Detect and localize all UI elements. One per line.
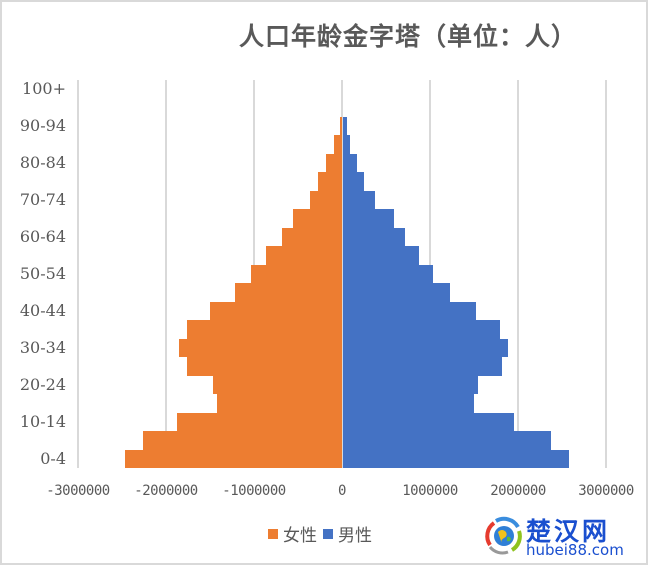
male-bar-65-69 xyxy=(343,209,395,228)
gridline xyxy=(605,80,607,468)
male-bar-10-14 xyxy=(343,412,514,432)
male-bar-50-54 xyxy=(343,264,433,284)
y-category-label: 100+ xyxy=(22,79,66,99)
gridline xyxy=(165,80,167,468)
female-bar-5-9 xyxy=(143,431,342,450)
legend: 女性 男性 xyxy=(268,521,372,546)
watermark-domain: hubei88.com xyxy=(526,541,624,559)
x-tick-label: -1000000 xyxy=(222,483,286,499)
female-bar-70-74 xyxy=(310,190,342,210)
y-category-label: 60-64 xyxy=(19,227,66,247)
female-bar-25-29 xyxy=(187,357,342,376)
male-bar-15-19 xyxy=(343,394,475,413)
legend-female-label: 女性 xyxy=(283,526,317,546)
male-bar-85-89 xyxy=(343,135,351,154)
legend-male-label: 男性 xyxy=(338,526,372,546)
female-bar-85-89 xyxy=(334,135,342,154)
y-category-label: 90-94 xyxy=(19,116,66,136)
y-category-label: 70-74 xyxy=(19,190,66,210)
female-bar-45-49 xyxy=(234,283,342,302)
male-bar-75-79 xyxy=(343,172,365,191)
legend-item-male[interactable]: 男性 xyxy=(323,521,372,546)
female-bar-40-44 xyxy=(210,301,342,321)
x-tick-label: 0 xyxy=(338,483,346,499)
x-tick-label: 1000000 xyxy=(402,483,458,499)
male-bar-90-94 xyxy=(343,116,347,136)
x-tick-label: -3000000 xyxy=(46,483,110,499)
male-bar-55-59 xyxy=(343,246,419,265)
male-bar-25-29 xyxy=(343,357,503,376)
female-bar-50-54 xyxy=(251,264,342,284)
male-bar-40-44 xyxy=(343,301,476,321)
watermark: 楚汉网 hubei88.com xyxy=(484,512,644,562)
y-category-label: 80-84 xyxy=(19,153,66,173)
female-bar-55-59 xyxy=(266,246,342,265)
x-tick-label: 3000000 xyxy=(578,483,634,499)
male-bar-0-4 xyxy=(343,449,570,468)
female-bar-75-79 xyxy=(318,172,342,191)
chart-title: 人口年龄金字塔（单位：人） xyxy=(238,22,577,51)
male-swatch-icon xyxy=(323,528,333,539)
male-bar-20-24 xyxy=(343,375,478,395)
male-bar-60-64 xyxy=(343,227,405,247)
gridline xyxy=(341,80,343,468)
male-bar-80-84 xyxy=(343,153,358,173)
male-bar-5-9 xyxy=(343,431,551,450)
gridline xyxy=(77,80,79,468)
y-category-label: 30-34 xyxy=(19,337,66,357)
y-category-label: 0-4 xyxy=(40,448,66,468)
y-category-label: 40-44 xyxy=(19,300,66,320)
female-bar-35-39 xyxy=(187,320,342,339)
female-bar-10-14 xyxy=(176,412,342,432)
female-bar-0-4 xyxy=(124,449,342,468)
y-category-label: 20-24 xyxy=(19,374,66,394)
globe-logo-icon xyxy=(485,516,522,555)
x-tick-label: -2000000 xyxy=(134,483,198,499)
watermark-site-name: 楚汉网 xyxy=(526,517,611,546)
y-category-label: 10-14 xyxy=(19,411,66,431)
male-bar-45-49 xyxy=(343,283,451,302)
gridline xyxy=(517,80,519,468)
female-bar-30-34 xyxy=(179,338,342,358)
female-swatch-icon xyxy=(268,528,278,539)
female-bar-65-69 xyxy=(292,209,342,228)
female-bar-80-84 xyxy=(326,153,342,173)
x-tick-label: 2000000 xyxy=(490,483,546,499)
female-bar-90-94 xyxy=(340,116,342,136)
legend-item-female[interactable]: 女性 xyxy=(268,521,317,546)
female-bar-15-19 xyxy=(217,394,342,413)
female-bar-20-24 xyxy=(212,375,342,395)
male-bar-30-34 xyxy=(343,338,509,358)
male-bar-35-39 xyxy=(343,320,500,339)
y-category-label: 50-54 xyxy=(19,264,66,283)
male-bar-70-74 xyxy=(343,190,375,210)
female-bar-60-64 xyxy=(282,227,342,247)
